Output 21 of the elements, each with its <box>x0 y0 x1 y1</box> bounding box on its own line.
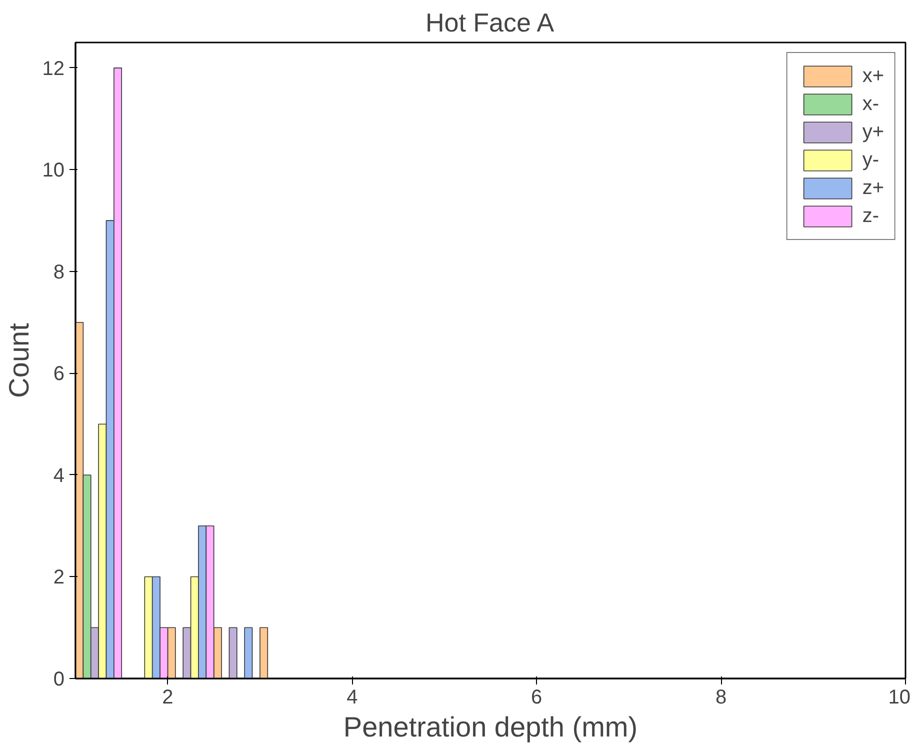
y-tick-label: 6 <box>53 363 64 386</box>
x-tick-label: 6 <box>531 686 542 708</box>
chart-title: Hot Face A <box>425 8 555 38</box>
legend-label: z- <box>862 204 880 228</box>
y-axis-title: Count <box>3 322 34 398</box>
legend-label: x+ <box>862 64 884 88</box>
y-tick-label: 2 <box>53 566 64 589</box>
x-tick-label: 8 <box>715 686 727 708</box>
y-tick-label: 10 <box>42 160 65 182</box>
x-tick-label: 2 <box>162 686 174 708</box>
x-tick-label: 10 <box>888 686 911 708</box>
legend-label: z+ <box>862 176 884 200</box>
y-tick-label: 8 <box>53 261 64 284</box>
y-tick-label: 0 <box>53 668 64 690</box>
x-axis-title: Penetration depth (mm) <box>343 712 638 742</box>
y-tick-label: 4 <box>53 464 64 487</box>
x-tick-label: 4 <box>346 686 358 708</box>
legend-label: x- <box>862 92 880 116</box>
legend-label: y+ <box>862 120 884 144</box>
legend-label: y- <box>862 148 880 172</box>
y-tick-label: 12 <box>42 58 65 80</box>
